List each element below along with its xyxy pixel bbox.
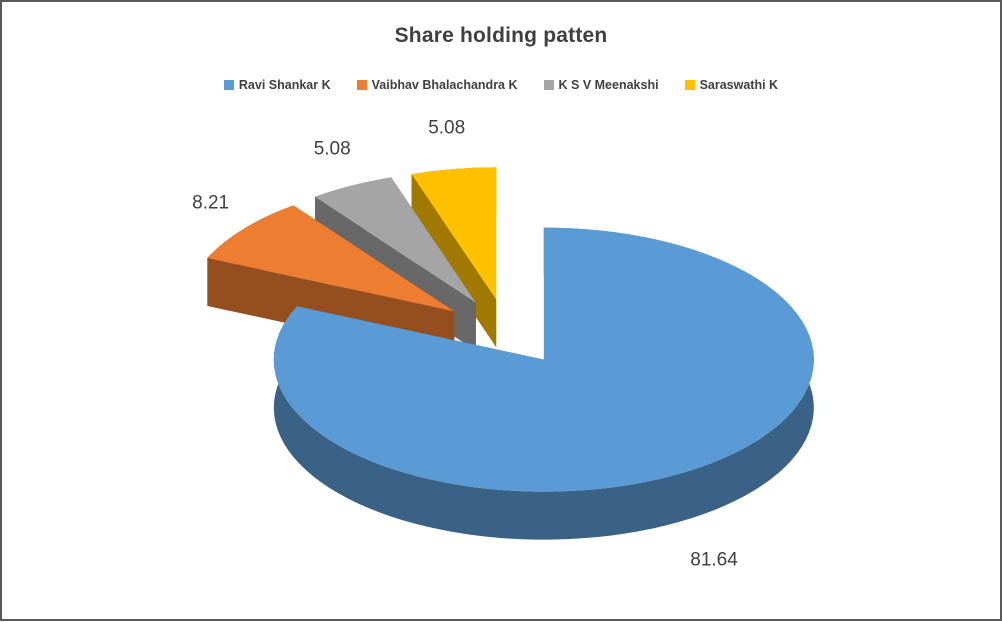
- legend-item-ravi-shankar-k[interactable]: Ravi Shankar K: [223, 78, 331, 92]
- legend-label: Ravi Shankar K: [238, 78, 331, 92]
- legend-label: Saraswathi K: [699, 78, 779, 92]
- legend-label: K S V Meenakshi: [558, 78, 659, 92]
- pie-slice-saraswathi-k[interactable]: [411, 167, 497, 300]
- pie-data-label: 5.08: [428, 118, 465, 139]
- legend-swatch-icon: [223, 80, 234, 90]
- pie-data-label: 81.64: [690, 549, 738, 570]
- pie-data-label: 8.21: [192, 193, 229, 214]
- pie-slice-vaibhav-bhalachandra-k[interactable]: [207, 205, 455, 312]
- legend-item-k-s-v-meenakshi[interactable]: K S V Meenakshi: [543, 78, 659, 92]
- chart-title: Share holding patten: [394, 24, 608, 47]
- chart-legend: Ravi Shankar K Vaibhav Bhalachandra K K S …: [2, 78, 1000, 92]
- legend-swatch-icon: [684, 80, 695, 90]
- pie-data-label: 5.08: [314, 138, 351, 159]
- legend-swatch-icon: [356, 80, 367, 90]
- legend-item-saraswathi-k[interactable]: Saraswathi K: [684, 78, 779, 92]
- pie-slice-k-s-v-meenakshi[interactable]: [315, 177, 476, 303]
- legend-swatch-icon: [543, 80, 554, 90]
- legend-label: Vaibhav Bhalachandra K: [371, 78, 518, 92]
- pie-slice-ravi-shankar-k[interactable]: [273, 227, 814, 492]
- legend-item-vaibhav-bhalachandra-k[interactable]: Vaibhav Bhalachandra K: [356, 78, 518, 92]
